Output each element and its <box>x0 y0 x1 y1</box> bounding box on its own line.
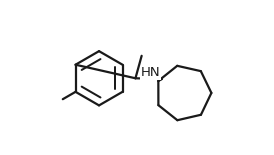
Text: HN: HN <box>141 66 161 79</box>
